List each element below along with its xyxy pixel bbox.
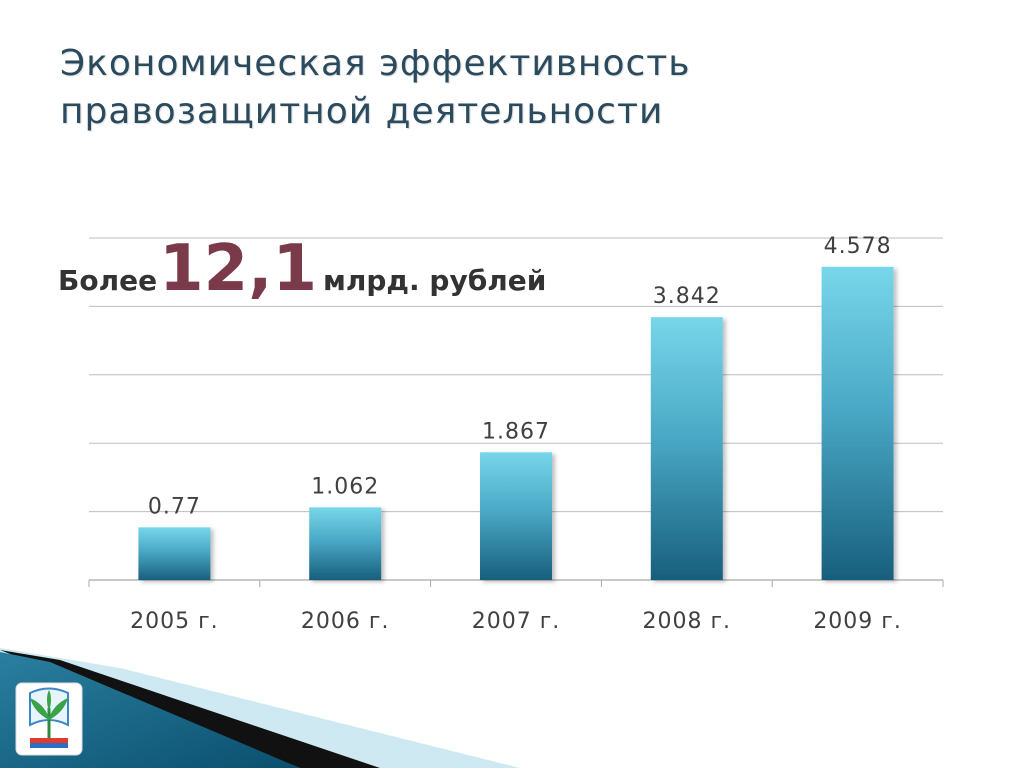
headline-value: 12,1 — [159, 232, 317, 306]
corner-dark-stripe — [0, 650, 380, 768]
data-label: 1.062 — [311, 474, 379, 499]
x-tick-label: 2005 г. — [130, 609, 219, 634]
data-label: 4.578 — [824, 234, 892, 259]
slide-title-line-2: правозащитной деятельности — [60, 91, 664, 132]
x-tick-label: 2007 г. — [472, 609, 561, 634]
data-label: 1.867 — [482, 419, 550, 444]
x-tick-label: 2009 г. — [813, 609, 902, 634]
bar-2007 — [480, 452, 552, 580]
slide-title-line-1: Экономическая эффективность — [60, 43, 691, 84]
headline-unit: млрд. рублей — [322, 264, 547, 297]
data-label: 0.77 — [148, 494, 201, 519]
x-tick-label: 2008 г. — [643, 609, 732, 634]
bar-2008 — [650, 317, 723, 580]
bar-2005 — [138, 527, 211, 580]
union-logo-icon — [15, 682, 83, 756]
x-tick-label: 2006 г. — [301, 609, 390, 634]
bar-2009 — [821, 266, 894, 580]
headline-lead: Более — [58, 264, 158, 297]
headline-total: Более12,1 млрд. рублей — [58, 232, 546, 306]
data-label: 3.842 — [653, 284, 721, 309]
bar-2006 — [309, 507, 382, 580]
slide-title: Экономическая эффективность правозащитно… — [60, 40, 960, 136]
